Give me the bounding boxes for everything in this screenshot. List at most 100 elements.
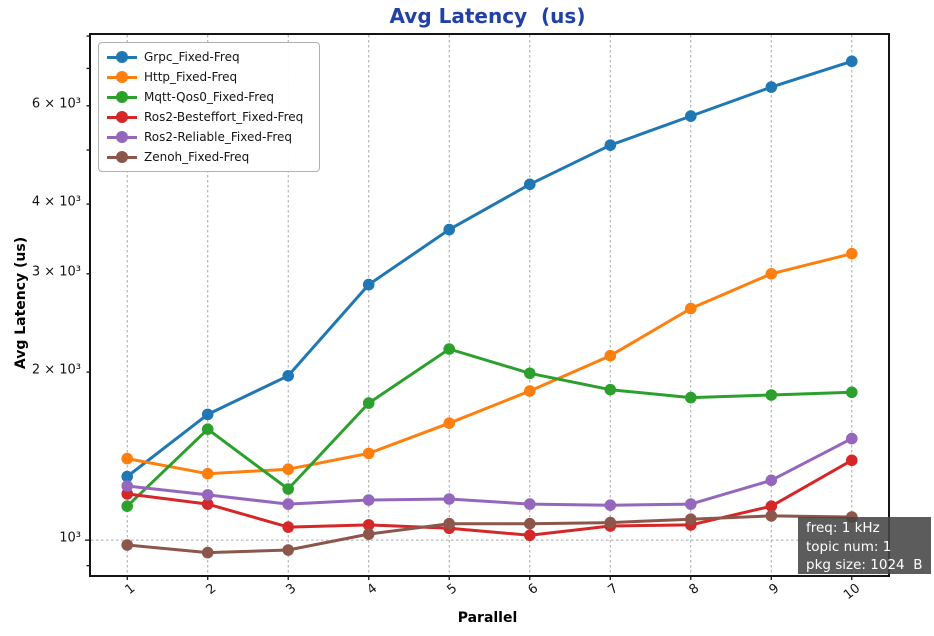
x-tick-label: 6 [525,581,541,598]
x-axis-label: Parallel [457,610,518,626]
data-point [282,370,294,382]
data-point [846,432,858,445]
legend-label: Grpc_Fixed-Freq [144,50,240,64]
data-point [685,498,697,510]
data-point [765,81,778,93]
data-point [201,546,214,559]
plot-area [85,33,890,580]
legend-line-marker-icon [107,130,137,144]
x-tick-label: 7 [605,581,622,598]
legend-item: Grpc_Fixed-Freq [107,50,311,64]
x-tick-label: 8 [686,581,702,598]
series-Mqtt-Qos0_Fixed-Freq [121,343,858,512]
data-point [604,516,617,529]
data-point [443,493,456,505]
data-point [282,498,294,510]
data-point [604,139,617,151]
data-point [443,417,456,430]
legend-item: Ros2-Besteffort_Fixed-Freq [107,110,311,124]
chart-title: Avg Latency (us) [389,4,586,28]
data-point [604,349,617,362]
data-point [765,510,778,522]
y-tick-label: 2 × 10³ [31,362,81,378]
data-point [765,500,778,512]
data-point [362,528,375,540]
data-point [524,517,536,530]
legend-line-marker-icon [107,110,137,124]
series-Grpc_Fixed-Freq [121,55,858,483]
data-point [282,544,294,556]
data-point [846,55,858,68]
legend-line-marker-icon [107,90,137,104]
series-Ros2-Reliable_Fixed-Freq [121,432,858,512]
annotation-box: freq: 1 kHz topic num: 1 pkg size: 1024 B [798,517,931,574]
data-point [765,268,778,280]
data-point [524,178,536,191]
legend-label: Mqtt-Qos0_Fixed-Freq [144,90,274,104]
tick-marks [85,35,853,580]
legend-label: Http_Fixed-Freq [144,70,238,84]
data-point [121,452,133,465]
x-tick-label: 10 [840,581,864,604]
data-point [443,517,456,530]
legend-item: Zenoh_Fixed-Freq [107,150,311,164]
data-point [282,483,294,495]
legend-item: Mqtt-Qos0_Fixed-Freq [107,90,311,104]
y-tick-label: 4 × 10³ [31,194,81,210]
data-point [846,386,858,399]
data-point [685,110,697,122]
legend-item: Ros2-Reliable_Fixed-Freq [107,130,311,144]
data-point [846,247,858,260]
data-point [685,302,697,315]
legend-item: Http_Fixed-Freq [107,70,311,84]
data-point [282,521,294,533]
x-tick-label: 1 [122,581,139,598]
annotation-line: freq: 1 kHz [806,520,880,536]
data-point [201,408,214,421]
data-point [121,470,133,483]
data-point [201,489,214,501]
x-tick-label: 5 [444,581,461,598]
data-point [201,498,214,510]
x-tick-label: 3 [283,581,300,598]
data-point [443,223,456,236]
data-point [201,423,214,436]
data-point [524,529,536,542]
legend-label: Ros2-Besteffort_Fixed-Freq [144,110,304,124]
x-tick-label: 4 [364,581,380,598]
chart-canvas [85,35,888,580]
data-point [201,467,214,480]
data-point [846,454,858,467]
series-Zenoh_Fixed-Freq [121,510,858,559]
legend: Grpc_Fixed-Freq Http_Fixed-Freq Mqtt-Qos0_… [98,42,320,172]
x-tick-label: 9 [766,581,783,598]
data-point [362,397,375,409]
data-point [362,494,375,506]
data-point [765,389,778,401]
data-point [685,513,697,525]
data-point [765,474,778,487]
annotation-line: topic num: 1 [806,538,892,555]
y-tick-label: 6 × 10³ [31,96,81,112]
data-point [524,367,536,380]
data-point [121,480,133,492]
annotation-line: pkg size: 1024 B [806,557,923,573]
data-point [362,519,375,531]
y-axis-label: Avg Latency (us) [13,236,29,370]
legend-line-marker-icon [107,150,137,164]
data-point [524,385,536,397]
data-point [443,343,456,355]
series-Http_Fixed-Freq [121,247,858,480]
legend-label: Ros2-Reliable_Fixed-Freq [144,130,293,144]
data-point [121,539,133,551]
legend-label: Zenoh_Fixed-Freq [144,150,250,164]
data-point [604,383,617,396]
legend-line-marker-icon [107,50,137,64]
data-point [362,278,375,291]
data-point [604,499,617,512]
legend-line-marker-icon [107,70,137,84]
data-point [524,498,536,510]
y-tick-label: 10³ [59,530,81,546]
data-point [121,500,133,512]
data-point [685,391,697,404]
